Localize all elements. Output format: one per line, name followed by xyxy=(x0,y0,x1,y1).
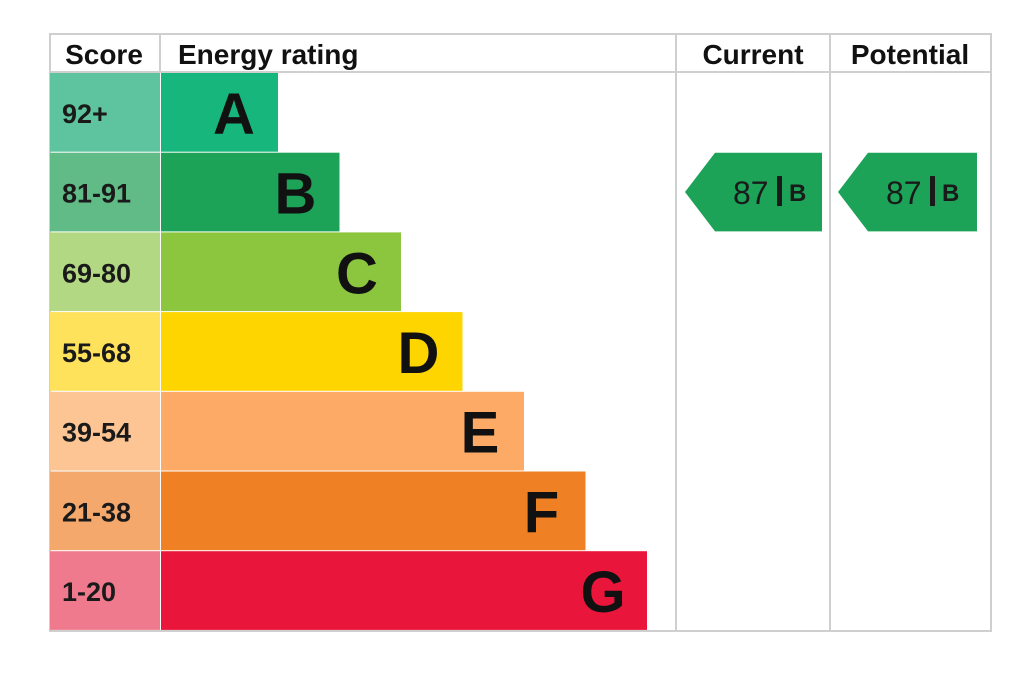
band-letter-c: C xyxy=(336,241,378,306)
current-arrow xyxy=(685,152,822,232)
potential-score: 87 xyxy=(886,175,922,211)
band-bar-e xyxy=(161,391,524,471)
potential-separator xyxy=(930,176,935,207)
potential-band: B xyxy=(942,180,959,207)
current-header: Current xyxy=(702,39,803,70)
score-cell-f xyxy=(50,471,160,551)
score-cell-b xyxy=(50,152,160,232)
band-letter-e: E xyxy=(461,401,500,466)
score-range-a: 92+ xyxy=(62,99,108,129)
band-letter-f: F xyxy=(524,480,559,545)
score-cell-a xyxy=(50,73,160,152)
score-cell-d xyxy=(50,312,160,391)
score-header: Score xyxy=(65,39,143,70)
band-bar-a xyxy=(161,73,278,152)
band-bar-f xyxy=(161,471,586,551)
energy-rating-header: Energy rating xyxy=(178,39,358,70)
potential-arrow xyxy=(838,152,977,232)
score-range-b: 81-91 xyxy=(62,179,131,209)
score-cell-e xyxy=(50,391,160,471)
rating-bands: 92+ A 81-91 B 69-80 C 55-68 D 39-54 E 21-38 F 1-20 G xyxy=(50,73,647,630)
score-range-d: 55-68 xyxy=(62,338,131,368)
band-letter-g: G xyxy=(580,560,625,625)
band-letter-b: B xyxy=(275,162,317,227)
score-cell-c xyxy=(50,232,160,312)
potential-indicator: 87 B xyxy=(838,152,977,232)
band-letter-a: A xyxy=(213,82,255,147)
band-bar-b xyxy=(161,152,340,232)
score-cell-g xyxy=(50,551,160,630)
band-bar-c xyxy=(161,232,401,312)
band-bar-g xyxy=(161,551,647,630)
potential-header: Potential xyxy=(851,39,969,70)
current-score: 87 xyxy=(733,175,769,211)
current-band: B xyxy=(789,180,806,207)
score-range-g: 1-20 xyxy=(62,577,116,607)
rating-indicators: 87 B 87 B xyxy=(685,152,977,232)
score-range-c: 69-80 xyxy=(62,258,131,288)
current-separator xyxy=(777,176,782,207)
current-indicator: 87 B xyxy=(685,152,822,232)
score-range-f: 21-38 xyxy=(62,497,131,527)
score-range-e: 39-54 xyxy=(62,418,131,448)
band-bar-d xyxy=(161,312,463,391)
band-letter-d: D xyxy=(398,321,440,386)
